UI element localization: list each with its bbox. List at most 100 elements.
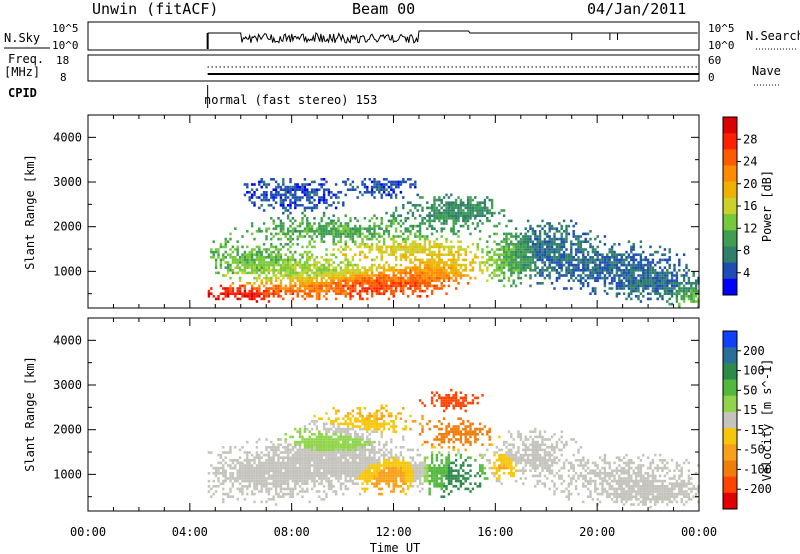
data-cell <box>246 485 249 488</box>
data-cell <box>294 472 297 475</box>
data-cell <box>339 474 343 478</box>
data-cell <box>212 479 215 483</box>
data-cell <box>558 266 561 269</box>
data-cell <box>435 237 439 241</box>
data-cell <box>344 269 347 272</box>
data-cell <box>313 276 316 280</box>
data-cell <box>349 227 352 230</box>
data-cell <box>298 446 302 449</box>
data-cell <box>630 274 633 277</box>
data-cell <box>378 287 381 290</box>
data-cell <box>519 263 523 267</box>
data-cell <box>565 269 568 272</box>
data-cell <box>325 438 328 441</box>
data-cell <box>291 490 295 493</box>
data-cell <box>493 274 496 277</box>
data-cell <box>291 446 295 449</box>
data-cell <box>229 472 232 475</box>
data-cell <box>466 198 470 202</box>
data-cell <box>387 477 391 480</box>
data-cell <box>337 466 340 470</box>
data-cell <box>538 256 542 259</box>
data-cell <box>332 485 335 488</box>
data-cell <box>370 263 374 267</box>
data-cell <box>366 459 369 462</box>
data-cell <box>214 297 218 301</box>
data-cell <box>243 477 247 480</box>
data-cell <box>272 271 275 275</box>
data-cell <box>236 258 239 262</box>
data-cell <box>342 201 345 204</box>
data-cell <box>315 451 319 454</box>
data-cell <box>354 188 357 191</box>
data-cell <box>274 466 278 470</box>
data-cell <box>625 271 628 275</box>
data-cell <box>550 256 554 259</box>
data-cell <box>310 448 314 452</box>
data-cell <box>670 274 674 277</box>
data-cell <box>550 269 554 272</box>
data-cell <box>229 479 232 483</box>
data-cell <box>426 261 429 264</box>
data-cell <box>279 482 283 485</box>
data-cell <box>567 258 571 262</box>
data-cell <box>632 263 635 267</box>
data-cell <box>442 222 446 225</box>
data-cell <box>675 292 679 295</box>
data-cell <box>267 453 271 457</box>
data-cell <box>234 446 237 449</box>
data-cell <box>267 183 271 186</box>
data-cell <box>250 492 254 496</box>
data-cell <box>390 451 393 454</box>
data-cell <box>579 240 583 243</box>
data-cell <box>356 453 359 457</box>
data-cell <box>272 448 275 452</box>
data-cell <box>373 485 376 488</box>
data-cell <box>414 183 417 186</box>
data-cell <box>282 479 285 483</box>
data-cell <box>229 253 232 256</box>
data-cell <box>591 256 595 259</box>
data-cell <box>318 222 321 225</box>
data-cell <box>373 214 376 217</box>
data-cell <box>392 211 395 215</box>
data-cell <box>577 263 580 267</box>
data-cell <box>428 217 431 220</box>
data-cell <box>212 295 215 298</box>
data-cell <box>656 279 659 282</box>
data-cell <box>238 461 242 465</box>
data-cell <box>282 451 285 454</box>
data-cell <box>678 282 681 285</box>
data-cell <box>543 240 547 243</box>
data-cell <box>258 196 261 199</box>
data-cell <box>349 451 352 454</box>
data-cell <box>346 292 350 295</box>
data-cell <box>404 266 407 269</box>
data-cell <box>301 469 304 472</box>
data-cell <box>344 477 347 480</box>
data-cell <box>342 269 345 272</box>
data-cell <box>385 269 388 272</box>
data-cell <box>574 266 578 269</box>
data-cell <box>322 276 326 280</box>
data-cell <box>344 414 347 418</box>
data-cell <box>262 180 266 184</box>
data-cell <box>270 440 273 444</box>
data-cell <box>670 295 674 298</box>
data-cell <box>618 279 621 282</box>
data-cell <box>390 461 393 465</box>
data-cell <box>452 271 455 275</box>
data-cell <box>618 261 621 264</box>
data-cell <box>404 219 407 223</box>
data-cell <box>270 256 273 259</box>
data-cell <box>332 222 335 225</box>
data-cell <box>267 263 271 267</box>
data-cell <box>661 258 664 262</box>
data-cell <box>332 446 335 449</box>
data-cell <box>538 230 542 233</box>
data-cell <box>260 266 263 269</box>
data-cell <box>308 269 311 272</box>
data-cell <box>486 240 489 243</box>
data-cell <box>550 258 554 262</box>
data-cell <box>452 261 455 264</box>
